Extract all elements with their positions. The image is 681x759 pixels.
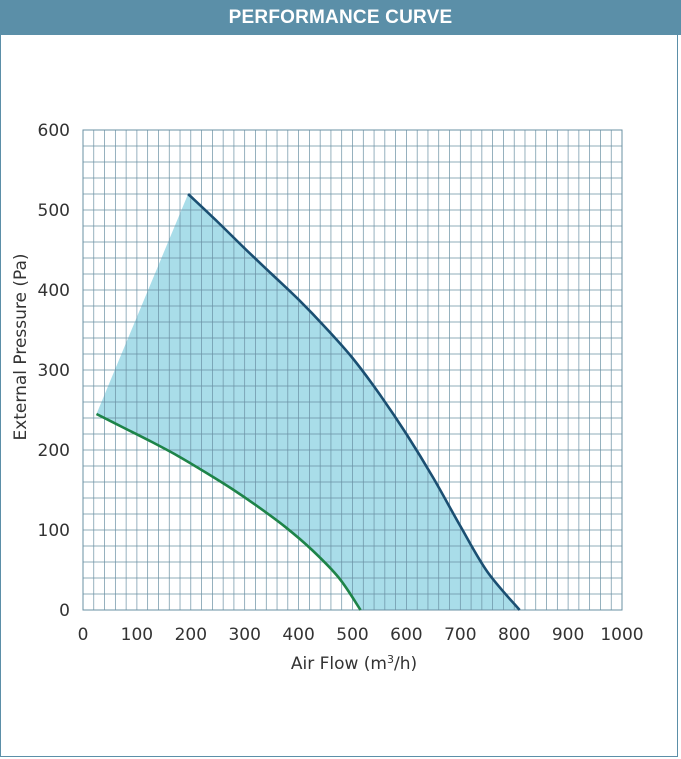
y-tick-label: 0 <box>59 601 70 621</box>
x-tick-label: 0 <box>78 625 89 645</box>
tick-labels: 0 100 200 300 400 500 600 700 800 900 1000 0 100 200 3… <box>38 121 644 645</box>
chart-title: PERFORMANCE CURVE <box>0 0 681 35</box>
y-tick-label: 300 <box>38 361 70 381</box>
grid-layer <box>82 129 623 611</box>
y-tick-label: 600 <box>38 121 70 141</box>
y-tick-label: 100 <box>38 521 70 541</box>
y-tick-label: 400 <box>38 281 70 301</box>
x-tick-label: 600 <box>390 625 422 645</box>
x-tick-label: 700 <box>444 625 476 645</box>
x-tick-label: 300 <box>228 625 260 645</box>
x-tick-label: 100 <box>121 625 153 645</box>
x-tick-label: 900 <box>552 625 584 645</box>
x-tick-label: 500 <box>336 625 368 645</box>
curves-layer <box>95 193 521 611</box>
x-axis-label: Air Flow (m3/h) <box>291 653 417 674</box>
max-performance-curve <box>187 193 521 611</box>
x-tick-label: 200 <box>175 625 207 645</box>
y-tick-label: 500 <box>38 201 70 221</box>
x-tick-label: 1000 <box>600 625 643 645</box>
min-performance-curve <box>95 412 362 611</box>
x-tick-label: 400 <box>282 625 314 645</box>
plot-border <box>82 129 623 611</box>
x-tick-label: 800 <box>498 625 530 645</box>
y-tick-label: 200 <box>38 441 70 461</box>
y-axis-label: External Pressure (Pa) <box>11 253 31 440</box>
